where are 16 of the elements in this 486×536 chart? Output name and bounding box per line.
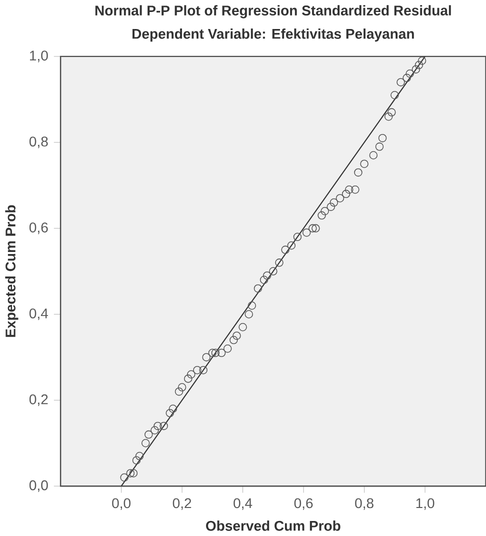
y-tick-label: 0,0 [29,480,48,492]
x-tick-label: 0,2 [172,498,191,510]
x-tick-label: 0,8 [354,498,374,510]
y-tick-label: 0,6 [29,222,48,234]
y-axis-title: Expected Cum Prob [4,205,18,337]
x-axis-title: Observed Cum Prob [206,520,340,531]
x-tick-label: 0,6 [294,498,312,510]
y-tick-label: 1,0 [30,50,48,62]
x-tick-label: 1,0 [416,498,434,510]
y-tick-label: 0,4 [29,308,48,320]
x-tick-label: 0,4 [233,498,252,510]
y-tick-label: 0,2 [29,394,48,406]
chart-title: Normal P-P Plot of Regression Standardized Residual [95,5,451,18]
x-tick-label: 0,0 [112,498,130,510]
y-tick-label: 0,8 [29,136,48,148]
chart-subtitle: Dependent Variable: Efektivitas Pelayanan [132,28,414,42]
